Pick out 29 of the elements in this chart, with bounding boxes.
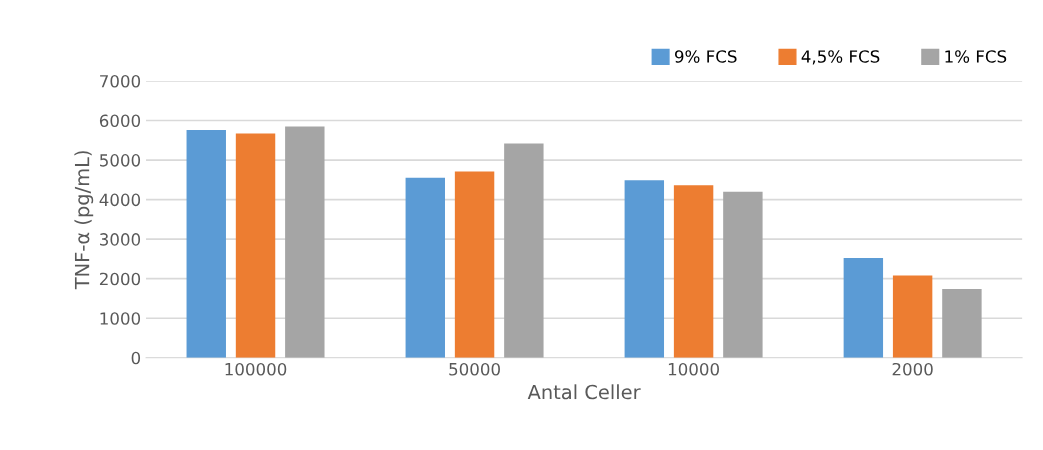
y-tick-label: 3000 — [100, 233, 141, 246]
legend-label: 9% FCS — [675, 50, 737, 63]
bar — [504, 143, 544, 358]
x-tick-label: 50000 — [449, 362, 500, 376]
bar — [285, 126, 325, 358]
bar — [624, 180, 665, 358]
y-tick-label: 2000 — [99, 272, 141, 286]
x-tick-label: 2000 — [892, 362, 933, 376]
bar — [673, 185, 714, 358]
bar — [942, 288, 982, 358]
bar — [235, 133, 276, 358]
legend-label: 4,5% FCS — [801, 50, 880, 65]
y-tick-label: 6000 — [99, 114, 141, 128]
y-tick-label: 1000 — [100, 312, 141, 325]
y-tick-label: 5000 — [100, 154, 141, 167]
x-tick-label: 100000 — [225, 362, 287, 376]
x-axis-title: Antal Celler — [527, 384, 641, 400]
y-axis-title: TNF-α (pg/mL) — [74, 151, 94, 290]
y-tick-label: 0 — [131, 351, 141, 365]
bar — [186, 130, 226, 358]
bar — [405, 177, 445, 358]
y-tick-label: 7000 — [100, 74, 141, 88]
bar — [843, 258, 884, 358]
legend-label: 1% FCS — [945, 50, 1007, 63]
x-tick-label: 10000 — [668, 362, 719, 376]
y-tick-label: 4000 — [99, 193, 141, 207]
bar — [723, 191, 763, 358]
bar — [892, 275, 933, 358]
bar — [454, 171, 495, 358]
